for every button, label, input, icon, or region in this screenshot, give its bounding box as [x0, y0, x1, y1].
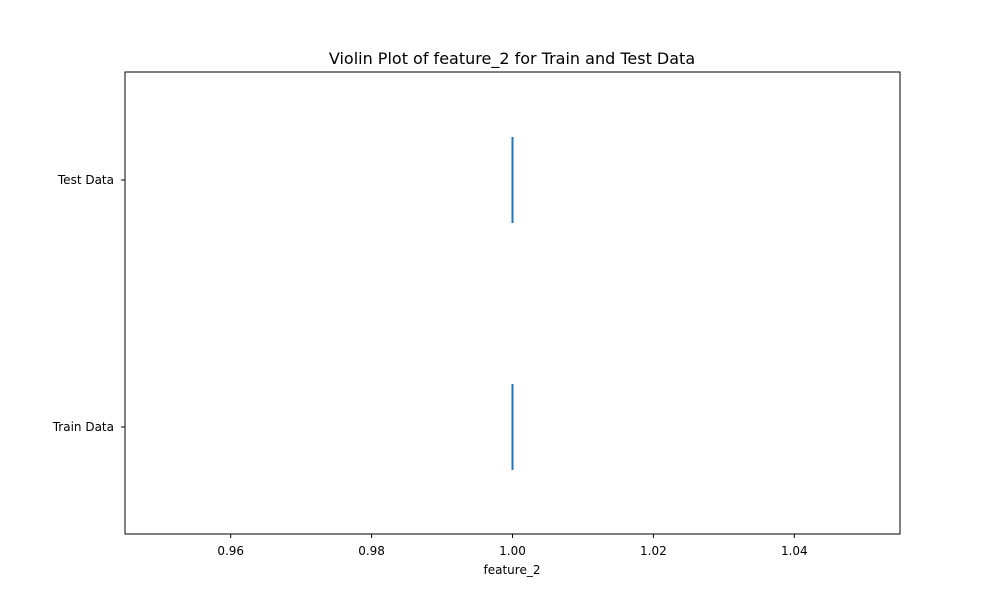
x-tick-label: 0.96 [217, 544, 244, 558]
y-axis-ticks: Train Data Test Data [52, 173, 125, 434]
x-tick-label: 1.00 [499, 544, 526, 558]
chart-title: Violin Plot of feature_2 for Train and T… [329, 49, 695, 69]
y-tick-label: Test Data [57, 173, 114, 187]
x-tick-label: 1.02 [640, 544, 667, 558]
x-tick-label: 1.04 [781, 544, 808, 558]
x-tick-label: 0.98 [358, 544, 385, 558]
x-axis-label: feature_2 [484, 563, 541, 577]
y-tick-label: Train Data [52, 420, 114, 434]
x-axis-ticks: 0.96 0.98 1.00 1.02 1.04 [217, 534, 808, 558]
